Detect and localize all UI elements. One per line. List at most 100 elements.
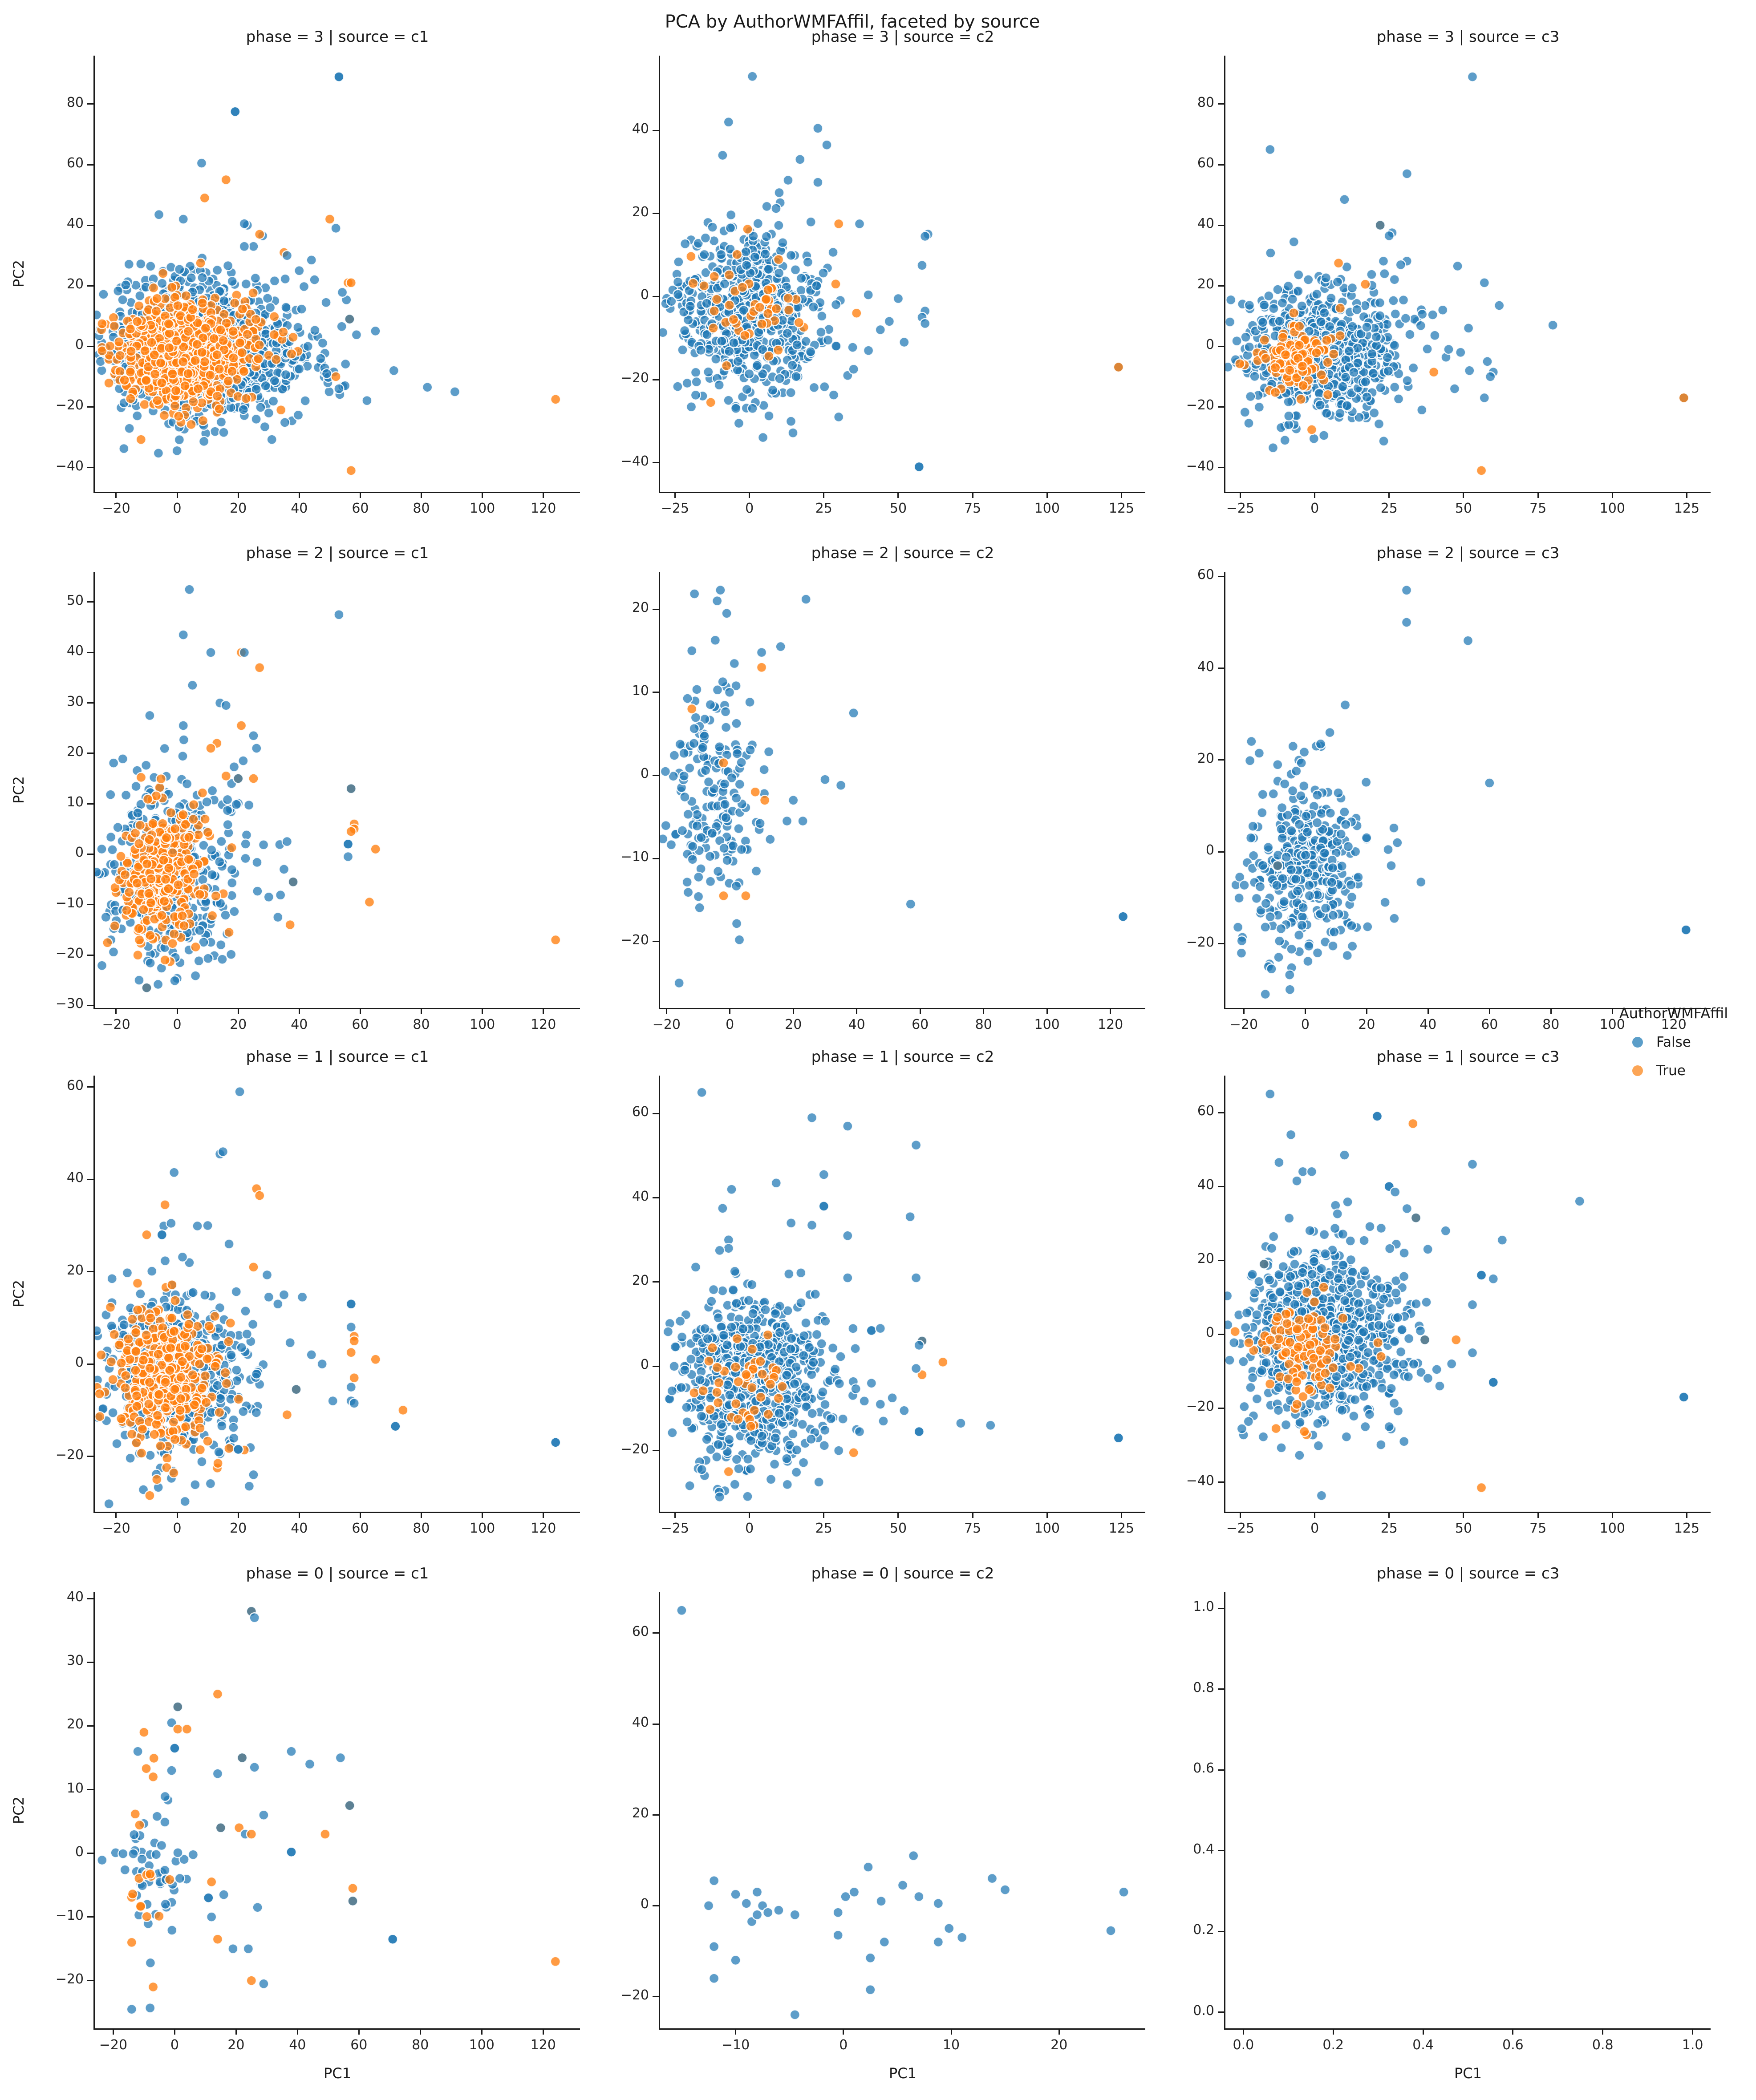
y-tick [653,1197,659,1199]
y-tick-label: 0 [640,1357,649,1373]
x-tick-label: 25 [815,501,832,516]
y-tick-label: 20 [66,744,84,760]
y-tick [1218,2011,1224,2013]
x-tick [359,492,361,498]
y-tick-label: 0 [75,845,84,861]
x-tick-label: 100 [1034,501,1060,516]
y-tick-label: −20 [620,1441,649,1457]
x-tick-label: 0 [173,1017,182,1032]
x-tick-label: 0 [745,1521,754,1536]
x-tick-label: 125 [1674,1521,1700,1536]
y-tick [87,1086,93,1088]
y-tick-label: 40 [1197,1177,1214,1193]
facet-phase2-c1: phase = 2 | source = c1 −20 0 20 40 60 80 100 12… [56,544,580,1032]
x-tick-label: 0.0 [1233,2037,1254,2053]
facet-phase0-c2: phase = 0 | source = c2 −10 0 10 20 −20 0 20 40 6… [621,1565,1145,2082]
y-tick-label: 60 [632,1623,649,1639]
facet-phase0-c1: phase = 0 | source = c1 −20 0 20 40 60 80 100 12… [56,1565,580,2082]
x-tick-label: 100 [1034,1521,1060,1536]
x-tick-label: 40 [289,2037,306,2053]
y-tick-label: 20 [632,1805,649,1821]
y-tick-label: −10 [55,895,84,911]
y-tick [653,1365,659,1367]
y-tick [1218,1481,1224,1483]
y-tick [87,1363,93,1365]
x-tick-label: 60 [352,501,369,516]
x-tick-label: 75 [964,501,981,516]
scatter-canvas [660,584,1129,989]
y-tick [1218,1333,1224,1335]
y-tick-label: 60 [66,1077,84,1093]
y-tick-label: −20 [55,1447,84,1463]
x-tick-label: 80 [413,1017,430,1032]
x-tick [735,2028,737,2035]
y-tick [87,1271,93,1273]
facet-phase1-c2: phase = 1 | source = c2 −25 0 25 50 75 100 125 −… [621,1048,1145,1536]
legend-swatch-true-icon [1632,1065,1643,1076]
x-tick [792,1008,794,1014]
scatter-canvas [97,1606,561,2015]
x-tick-label: 20 [230,501,247,516]
x-tick [1537,1512,1539,1518]
y-tick [653,295,659,297]
y-tick [1218,1688,1224,1690]
y-tick-label: 0 [1205,842,1214,858]
y-tick-label: 0.0 [1193,2003,1214,2019]
figure-title: PCA by AuthorWMFAffil, faceted by source [665,12,1040,32]
y-tick-label: 0 [75,1355,84,1371]
y-tick-label: −30 [55,996,84,1012]
x-tick-label: 120 [530,2037,556,2053]
y-tick [653,129,659,131]
y-tick [653,1450,659,1452]
x-tick [1686,492,1687,498]
y-tick [87,467,93,469]
x-tick-label: 80 [975,1017,992,1032]
x-tick [482,492,483,498]
x-tick-label: 80 [413,1521,430,1536]
x-tick [112,2028,114,2035]
x-tick-label: 60 [350,2037,368,2053]
x-tick-label: 80 [412,2037,429,2053]
x-tick-label: 75 [1529,501,1547,516]
facet-title: phase = 3 | source = c3 [1376,28,1560,46]
x-tick-label: −25 [661,1521,689,1536]
y-tick-label: 0.4 [1193,1841,1214,1857]
scatter-canvas [1225,1592,1711,2028]
legend-label-true: True [1656,1063,1686,1079]
y-tick-label: 40 [632,1188,649,1204]
facet-title: phase = 1 | source = c3 [1376,1048,1560,1066]
y-tick-label: −20 [1186,934,1214,950]
x-tick [542,2028,544,2035]
x-tick-label: 0 [1310,501,1319,516]
x-tick-label: 25 [815,1521,832,1536]
y-tick-label: −20 [55,1971,84,1987]
x-tick-label: −20 [99,2037,128,2053]
x-tick-label: 125 [1108,1521,1135,1536]
scatter-canvas [95,584,561,993]
x-tick-label: 0 [726,1017,734,1032]
y-tick [87,406,93,408]
y-tick-label: 20 [1197,750,1214,766]
y-tick-label: −40 [620,453,649,469]
y-tick [87,702,93,704]
y-tick-label: 0 [1205,1325,1214,1341]
y-tick-label: −10 [620,849,649,865]
x-tick [237,1512,239,1518]
y-tick [87,1789,93,1790]
x-tick-label: 100 [469,1521,495,1536]
y-tick [87,1853,93,1854]
y-tick-label: 20 [1197,1251,1214,1267]
y-tick [1218,164,1224,166]
x-tick-label: 100 [1599,1017,1625,1032]
y-tick-label: 0 [640,287,649,303]
x-tick-label: 125 [1674,501,1700,516]
x-tick [729,1008,731,1014]
y-axis-label: PC2 [10,1797,27,1824]
y-tick [653,1814,659,1816]
y-tick-label: −20 [620,370,649,386]
x-tick-label: 0 [839,2037,848,2053]
x-tick [1388,1512,1390,1518]
y-tick [1218,575,1224,577]
y-tick [1218,759,1224,761]
x-tick [1537,492,1539,498]
